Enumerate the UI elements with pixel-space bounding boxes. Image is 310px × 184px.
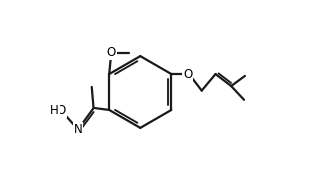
Text: O: O (57, 104, 66, 117)
Text: N: N (73, 123, 82, 136)
Text: O: O (106, 46, 116, 59)
Text: O: O (183, 68, 193, 81)
Text: H: H (50, 104, 59, 117)
